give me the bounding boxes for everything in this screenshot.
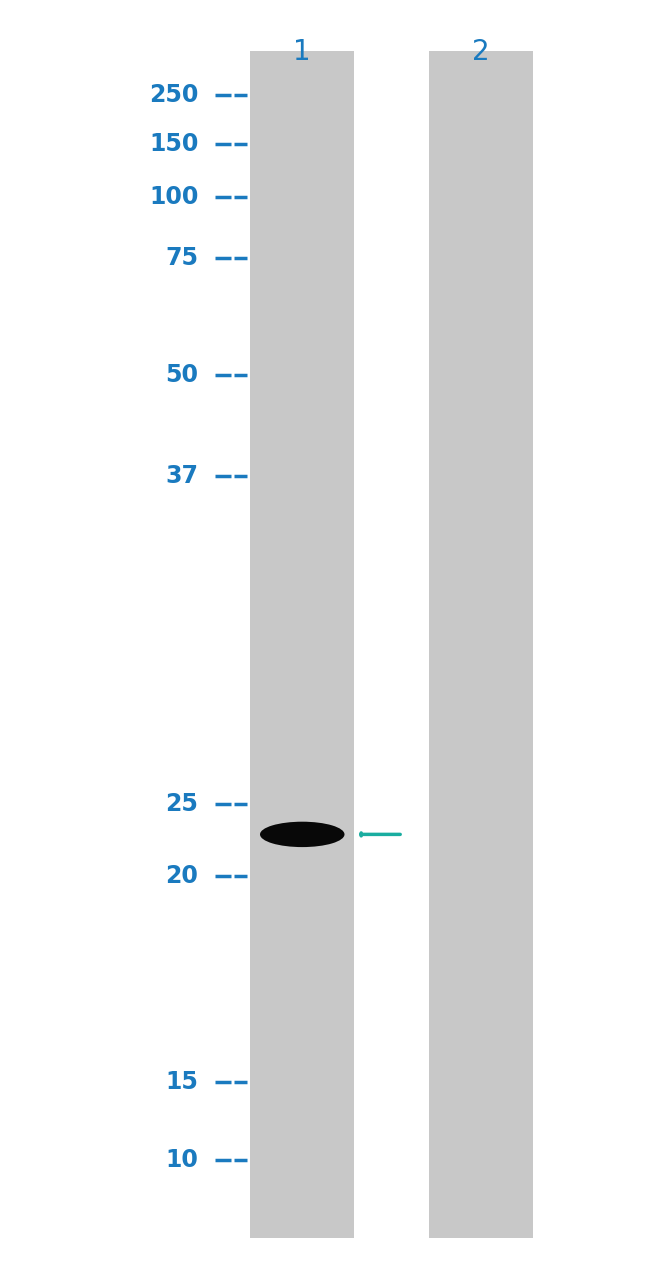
Ellipse shape xyxy=(260,822,344,847)
Text: 50: 50 xyxy=(165,363,198,386)
Text: 100: 100 xyxy=(149,185,198,208)
Bar xyxy=(250,51,354,1238)
Text: 250: 250 xyxy=(149,84,198,107)
Text: 75: 75 xyxy=(165,246,198,269)
Text: 10: 10 xyxy=(165,1148,198,1171)
Text: 2: 2 xyxy=(472,38,490,66)
Text: 25: 25 xyxy=(165,792,198,815)
Text: 15: 15 xyxy=(165,1071,198,1093)
Text: 1: 1 xyxy=(293,38,311,66)
Text: 37: 37 xyxy=(165,465,198,488)
Text: 20: 20 xyxy=(165,865,198,888)
Text: 150: 150 xyxy=(149,132,198,155)
Bar xyxy=(429,51,533,1238)
